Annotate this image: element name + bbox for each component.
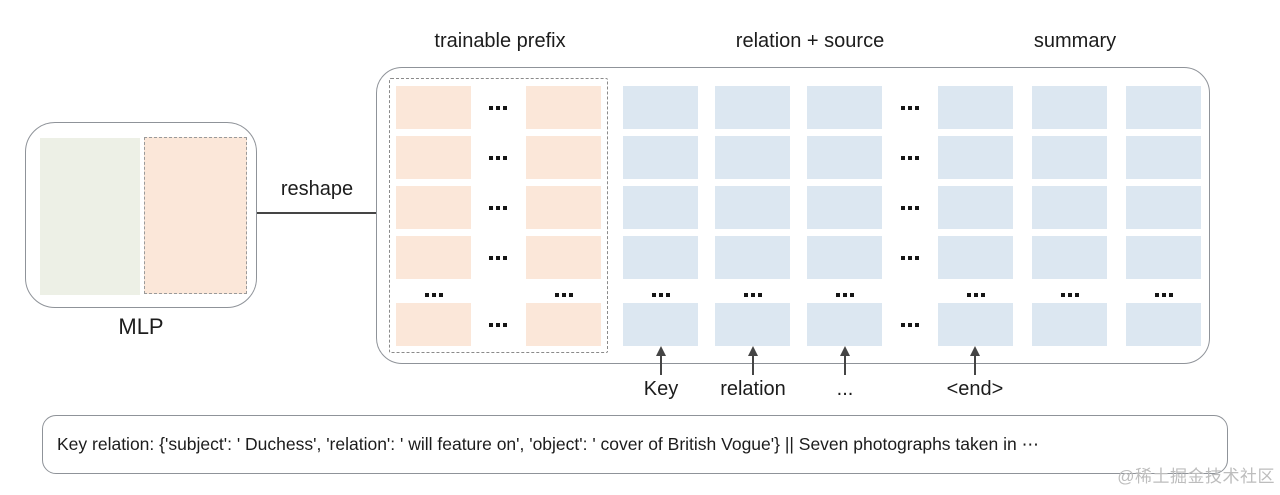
trainable-prefix-dashed-box: [389, 78, 608, 353]
ellipsis-dots: [966, 292, 985, 297]
watermark: @稀土掘金技术社区: [1117, 467, 1275, 486]
token-cell: [807, 86, 882, 129]
mlp-prefix-output-block: [144, 137, 247, 294]
token-cell: [938, 86, 1013, 129]
prefix-cell: [526, 136, 601, 179]
token-cell: [1032, 86, 1107, 129]
ellipsis-dots: [489, 255, 507, 260]
grid-ellipsis-column: [478, 86, 518, 353]
ellipsis-dots: [901, 255, 919, 260]
token-cell: [1032, 303, 1107, 346]
ellipsis-dots: [901, 155, 919, 160]
token-label-dots: ...: [836, 378, 854, 400]
ellipsis-dots: [424, 292, 443, 297]
grid-cell-column: [938, 86, 1013, 353]
grid-cell-column: [715, 86, 790, 353]
prefix-cell: [396, 136, 471, 179]
token-cell: [1126, 136, 1201, 179]
token-cell: [938, 186, 1013, 229]
token-cell: [623, 86, 698, 129]
token-cell: [807, 236, 882, 279]
mlp-label: MLP: [118, 314, 164, 339]
prefix-cell: [526, 86, 601, 129]
token-cell: [807, 186, 882, 229]
token-cell: [1032, 236, 1107, 279]
mlp-hidden-state-block: [40, 138, 140, 295]
input-arrow-key: [655, 346, 667, 375]
trainable-prefix-label: trainable prefix: [434, 30, 566, 52]
ellipsis-dots: [835, 292, 854, 297]
prefix-cell: [396, 86, 471, 129]
ellipsis-dots: [489, 322, 507, 327]
token-cell: [938, 303, 1013, 346]
ellipsis-dots: [901, 105, 919, 110]
prefix-cell: [396, 186, 471, 229]
token-cell: [623, 186, 698, 229]
token-cell: [1126, 236, 1201, 279]
ellipsis-dots: [1060, 292, 1079, 297]
token-cell: [715, 136, 790, 179]
ellipsis-dots: [1154, 292, 1173, 297]
token-cell: [1126, 303, 1201, 346]
reshape-label: reshape: [280, 178, 354, 200]
prefix-cell: [526, 236, 601, 279]
ellipsis-dots: [489, 205, 507, 210]
token-cell: [623, 136, 698, 179]
token-cell: [807, 303, 882, 346]
grid-cell-column: [807, 86, 882, 353]
token-cell: [715, 86, 790, 129]
ellipsis-dots: [743, 292, 762, 297]
token-cell: [1126, 186, 1201, 229]
token-cell: [715, 303, 790, 346]
grid-cell-column: [396, 86, 471, 353]
token-label-relation: relation: [720, 378, 786, 400]
ellipsis-dots: [901, 322, 919, 327]
grid-cell-column: [623, 86, 698, 353]
prefix-cell: [526, 186, 601, 229]
token-cell: [938, 136, 1013, 179]
example-input-box: Key relation: {'subject': ' Duchess', 'r…: [42, 415, 1228, 474]
token-cell: [1032, 186, 1107, 229]
ellipsis-dots: [651, 292, 670, 297]
input-arrow-dots: [839, 346, 851, 375]
prefix-cell: [396, 236, 471, 279]
grid-ellipsis-column: [890, 86, 930, 353]
reshape-arrow: [257, 212, 379, 214]
input-arrow-relation: [747, 346, 759, 375]
prefix-cell: [396, 303, 471, 346]
token-cell: [1126, 86, 1201, 129]
token-cell: [807, 136, 882, 179]
grid-cell-column: [526, 86, 601, 353]
ellipsis-dots: [901, 205, 919, 210]
token-cell: [623, 303, 698, 346]
token-label-end: <end>: [946, 378, 1004, 400]
ellipsis-dots: [489, 155, 507, 160]
token-cell: [1032, 136, 1107, 179]
relation-source-label: relation + source: [735, 30, 885, 52]
token-cell: [623, 236, 698, 279]
grid-cell-column: [1032, 86, 1107, 353]
prefix-cell: [526, 303, 601, 346]
token-label-key: Key: [643, 378, 679, 400]
input-arrow-end: [969, 346, 981, 375]
token-cell: [938, 236, 1013, 279]
ellipsis-dots: [554, 292, 573, 297]
grid-cell-column: [1126, 86, 1201, 353]
token-cell: [715, 236, 790, 279]
summary-label: summary: [1033, 30, 1117, 52]
token-cell: [715, 186, 790, 229]
example-input-text: Key relation: {'subject': ' Duchess', 'r…: [57, 434, 1040, 454]
ellipsis-dots: [489, 105, 507, 110]
